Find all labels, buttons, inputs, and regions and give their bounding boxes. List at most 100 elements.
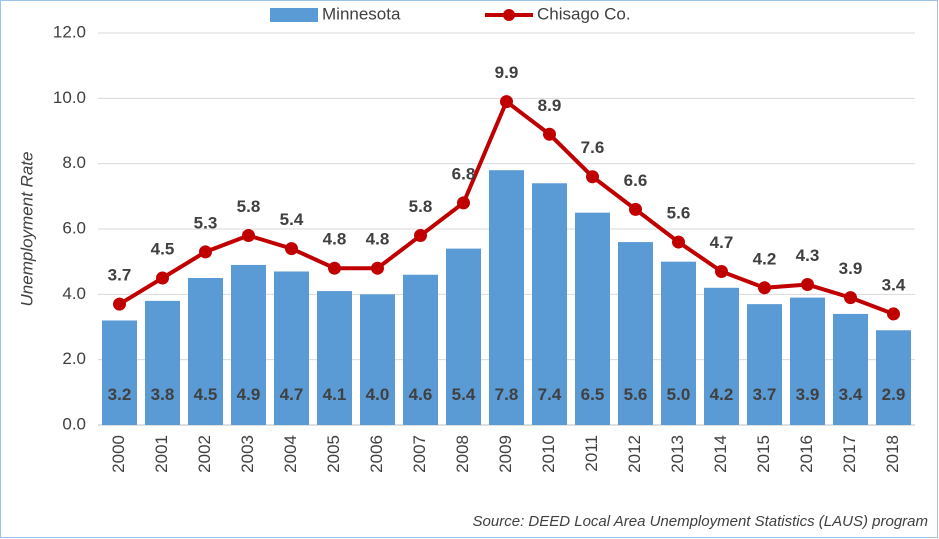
bar (489, 170, 524, 425)
marker (371, 261, 384, 275)
bar (833, 313, 868, 425)
point-label: 5.4 (280, 210, 304, 229)
x-tick-label: 2016 (797, 435, 816, 473)
x-tick-label: 2000 (109, 435, 128, 473)
bar (317, 291, 352, 425)
x-tick-label: 2014 (711, 435, 730, 473)
bar (661, 261, 696, 425)
bar-label: 2.9 (882, 385, 906, 404)
point-label: 5.8 (237, 197, 261, 216)
bar (618, 242, 653, 425)
bar-label: 4.0 (366, 385, 390, 404)
y-tick-label: 2.0 (62, 349, 86, 368)
bar (575, 212, 610, 425)
x-tick-label: 2015 (754, 435, 773, 473)
bar (704, 287, 739, 425)
bar (747, 304, 782, 425)
marker (156, 271, 169, 285)
point-label: 4.8 (323, 230, 347, 249)
marker (285, 242, 298, 256)
marker (199, 245, 212, 259)
point-label: 5.3 (194, 213, 218, 232)
x-tick-label: 2009 (496, 435, 515, 473)
point-label: 6.6 (624, 171, 648, 190)
x-tick-label: 2004 (281, 435, 300, 473)
legend-label: Minnesota (322, 4, 401, 23)
point-label: 3.4 (882, 275, 906, 294)
marker (887, 307, 900, 321)
bar-label: 4.7 (280, 385, 304, 404)
marker (457, 196, 470, 210)
point-label: 5.6 (667, 204, 691, 223)
bar (188, 278, 223, 425)
y-tick-label: 6.0 (62, 218, 86, 237)
bar-label: 5.6 (624, 385, 648, 404)
x-tick-label: 2001 (152, 435, 171, 473)
point-label: 4.8 (366, 230, 390, 249)
bar-label: 3.7 (753, 385, 777, 404)
marker (629, 202, 642, 216)
legend-swatch (270, 8, 318, 22)
y-tick-label: 10.0 (53, 88, 86, 107)
marker (672, 235, 685, 249)
bar-label: 4.6 (409, 385, 433, 404)
marker (414, 229, 427, 243)
point-label: 4.3 (796, 246, 820, 265)
y-tick-label: 12.0 (53, 22, 86, 41)
point-label: 4.5 (151, 239, 175, 258)
bar (532, 183, 567, 425)
marker (500, 95, 513, 109)
marker (758, 281, 771, 295)
bar-label: 4.9 (237, 385, 261, 404)
x-tick-label: 2002 (195, 435, 214, 473)
bar (876, 330, 911, 425)
point-label: 5.8 (409, 197, 433, 216)
bar (790, 297, 825, 425)
bar-label: 3.9 (796, 385, 820, 404)
bar-label: 4.2 (710, 385, 734, 404)
x-tick-label: 2005 (324, 435, 343, 473)
x-tick-label: 2017 (840, 435, 859, 473)
y-tick-label: 0.0 (62, 414, 86, 433)
marker (715, 264, 728, 278)
bar-label: 7.4 (538, 385, 562, 404)
bar (403, 274, 438, 425)
marker (113, 297, 126, 311)
marker (328, 261, 341, 275)
marker (586, 170, 599, 184)
legend-label: Chisago Co. (537, 4, 631, 23)
bar (145, 300, 180, 425)
point-label: 6.8 (452, 164, 476, 183)
bar-label: 3.2 (108, 385, 132, 404)
bar-label: 5.4 (452, 385, 476, 404)
bar (231, 264, 266, 425)
point-label: 4.2 (753, 249, 777, 268)
x-tick-label: 2006 (367, 435, 386, 473)
y-tick-label: 4.0 (62, 284, 86, 303)
x-tick-label: 2011 (582, 435, 601, 472)
bar-label: 7.8 (495, 385, 519, 404)
bar-label: 3.8 (151, 385, 175, 404)
marker (844, 291, 857, 305)
x-tick-label: 2010 (539, 435, 558, 473)
bar-label: 6.5 (581, 385, 605, 404)
point-label: 4.7 (710, 233, 734, 252)
x-tick-label: 2007 (410, 435, 429, 473)
bar (274, 271, 309, 425)
marker (801, 278, 814, 292)
x-tick-label: 2008 (453, 435, 472, 473)
bar (360, 294, 395, 425)
bar-label: 4.1 (323, 385, 347, 404)
point-label: 7.6 (581, 138, 605, 157)
point-label: 3.9 (839, 259, 863, 278)
source-note: Source: DEED Local Area Unemployment Sta… (473, 513, 928, 530)
marker (242, 229, 255, 243)
x-tick-label: 2013 (668, 435, 687, 473)
y-tick-label: 8.0 (62, 153, 86, 172)
marker (543, 127, 556, 141)
bar (102, 320, 137, 425)
bar-label: 4.5 (194, 385, 218, 404)
x-tick-label: 2003 (238, 435, 257, 473)
bar-label: 5.0 (667, 385, 691, 404)
